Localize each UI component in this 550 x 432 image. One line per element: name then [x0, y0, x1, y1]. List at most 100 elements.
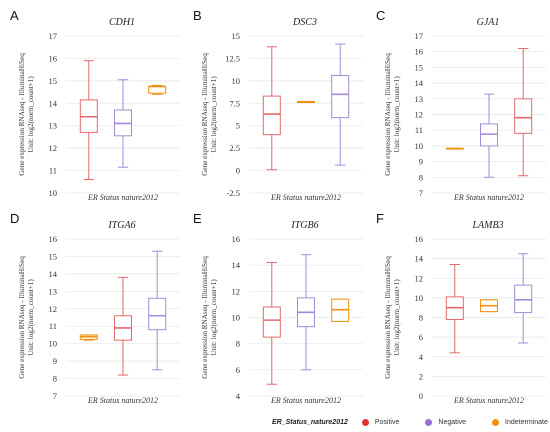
ytick-label-gja1-8: 15 [415, 62, 424, 72]
box-body-dsc3-positive [262, 95, 281, 136]
ytick-label-lamb3-7: 14 [415, 254, 424, 264]
xlabel-cdh1: ER Status nature2012 [87, 193, 158, 202]
box-cdh1-positive [79, 60, 98, 181]
ytick-label-dsc3-3: 5 [236, 121, 240, 131]
ytick-label-cdh1-4: 14 [49, 98, 58, 108]
legend-label-positive: Positive [374, 418, 400, 426]
box-gja1-positive [514, 48, 533, 177]
ytick-label-dsc3-1: 0 [236, 166, 240, 176]
ylabel-line-itgb6-1: Unit: log2(norm_count+1) [210, 279, 218, 356]
ytick-label-itga6-1: 8 [53, 374, 57, 384]
xlabel-gja1: ER Status nature2012 [453, 193, 524, 202]
box-body-itgb6-positive [262, 306, 281, 338]
ytick-label-gja1-1: 8 [419, 172, 423, 182]
box-itga6-negative [148, 250, 167, 371]
ytick-label-gja1-0: 7 [419, 188, 423, 198]
ylabel-cdh1: Gene expression RNAseq - IlluminaHiSeqUn… [18, 53, 35, 176]
ytick-label-cdh1-7: 17 [49, 31, 58, 41]
ylabel-line-cdh1-1: Unit: log2(norm_count+1) [27, 76, 35, 153]
legend-label-indeterminate: Indeterminate [505, 418, 548, 426]
ytick-label-lamb3-1: 2 [419, 371, 423, 381]
ytick-label-lamb3-6: 12 [415, 273, 424, 283]
box-itgb6-negative [297, 254, 315, 371]
panel-itga6: D ITGA6 7 8 9 10 11 12 13 14 15 16 Gene expression R… [10, 211, 180, 405]
xlabel-lamb3: ER Status nature2012 [453, 396, 524, 405]
legend-item-positive: Positive [361, 418, 400, 426]
box-lamb3-indeterminate [480, 299, 498, 313]
box-body-gja1-positive [514, 98, 533, 134]
ytick-label-gja1-2: 9 [419, 157, 423, 167]
box-itgb6-indeterminate [331, 298, 350, 322]
ytick-label-itgb6-2: 8 [236, 339, 240, 349]
panel-itgb6: E ITGB6 4 6 8 10 12 14 16 Gene expression RNAseq … [193, 211, 363, 405]
panel-letter-cdh1: A [10, 8, 19, 23]
ytick-label-itga6-2: 9 [53, 356, 57, 366]
ytick-label-itga6-0: 7 [53, 391, 57, 401]
box-dsc3-negative [331, 43, 350, 166]
ytick-label-itgb6-3: 10 [232, 313, 241, 323]
legend-swatch-positive [361, 418, 369, 426]
ylabel-line-dsc3-0: Gene expression RNAseq - IlluminaHiSeq [201, 53, 209, 176]
ylabel-line-dsc3-1: Unit: log2(norm_count+1) [210, 76, 218, 153]
ylabel-gja1: Gene expression RNAseq - IlluminaHiSeqUn… [384, 53, 401, 176]
box-itgb6-positive [262, 262, 281, 385]
ylabel-line-itga6-1: Unit: log2(norm_count+1) [27, 279, 35, 356]
ylabel-line-gja1-1: Unit: log2(norm_count+1) [393, 76, 401, 153]
ytick-label-cdh1-2: 12 [49, 143, 58, 153]
ytick-label-itga6-4: 11 [49, 321, 57, 331]
ytick-label-dsc3-0: -2.5 [227, 188, 240, 198]
panel-gja1: C GJA1 7 8 9 10 11 12 13 14 15 16 17 Gene expression … [376, 8, 546, 202]
ytick-label-dsc3-2: 2.5 [229, 143, 240, 153]
ylabel-line-itga6-0: Gene expression RNAseq - IlluminaHiSeq [18, 256, 26, 379]
box-body-cdh1-indeterminate [148, 85, 167, 94]
ylabel-lamb3: Gene expression RNAseq - IlluminaHiSeqUn… [384, 256, 401, 379]
panel-title-cdh1: CDH1 [109, 17, 135, 28]
box-body-itga6-negative [148, 297, 167, 331]
ytick-label-lamb3-0: 0 [419, 391, 423, 401]
legend-label-negative: Negative [438, 418, 467, 426]
ytick-label-gja1-6: 13 [415, 94, 424, 104]
ytick-label-cdh1-6: 16 [49, 53, 58, 63]
xlabel-itga6: ER Status nature2012 [87, 396, 158, 405]
ytick-label-itga6-6: 13 [49, 286, 58, 296]
ytick-label-itga6-9: 16 [49, 234, 58, 244]
ylabel-dsc3: Gene expression RNAseq - IlluminaHiSeqUn… [201, 53, 218, 176]
ytick-label-dsc3-4: 7.5 [229, 98, 240, 108]
ylabel-line-cdh1-0: Gene expression RNAseq - IlluminaHiSeq [18, 53, 26, 176]
ytick-label-dsc3-7: 15 [232, 31, 241, 41]
ytick-label-itgb6-5: 14 [232, 260, 241, 270]
ytick-label-dsc3-6: 12.5 [225, 53, 240, 63]
ytick-label-gja1-9: 16 [415, 47, 424, 57]
ylabel-itga6: Gene expression RNAseq - IlluminaHiSeqUn… [18, 256, 35, 379]
ytick-label-itga6-5: 12 [49, 304, 58, 314]
ytick-label-gja1-4: 11 [415, 125, 423, 135]
panel-title-gja1: GJA1 [477, 17, 500, 28]
box-dsc3-positive [262, 46, 281, 171]
ytick-label-itgb6-1: 6 [236, 365, 240, 375]
ylabel-itgb6: Gene expression RNAseq - IlluminaHiSeqUn… [201, 256, 218, 379]
ytick-label-lamb3-4: 8 [419, 313, 423, 323]
ytick-label-cdh1-1: 11 [49, 166, 57, 176]
legend-item-negative: Negative [425, 418, 467, 426]
box-body-lamb3-negative [514, 284, 533, 314]
legend-swatch-indeterminate [492, 418, 500, 426]
legend: ER_Status_nature2012 Positive Negative I… [272, 415, 550, 429]
ytick-label-gja1-7: 14 [415, 78, 424, 88]
box-cdh1-indeterminate [148, 84, 167, 95]
ytick-label-cdh1-5: 15 [49, 76, 58, 86]
panel-letter-itga6: D [10, 211, 19, 226]
panel-cdh1: A CDH1 10 11 12 13 14 15 16 17 Gene expression RNA… [10, 8, 180, 202]
box-lamb3-positive [445, 264, 464, 354]
box-lamb3-negative [514, 253, 533, 344]
ytick-label-lamb3-5: 10 [415, 293, 424, 303]
ytick-label-cdh1-3: 13 [49, 121, 58, 131]
panel-letter-gja1: C [376, 8, 385, 23]
ytick-label-itgb6-0: 4 [236, 391, 241, 401]
panel-dsc3: B DSC3 -2.5 0 2.5 5 7.5 10 12.5 15 Gene expression… [193, 8, 363, 202]
ytick-label-itgb6-4: 12 [232, 286, 241, 296]
box-gja1-negative [480, 93, 498, 178]
box-itga6-indeterminate [79, 334, 98, 341]
ytick-label-lamb3-8: 16 [415, 234, 424, 244]
legend-item-indeterminate: Indeterminate [492, 418, 548, 426]
xlabel-dsc3: ER Status nature2012 [270, 193, 341, 202]
